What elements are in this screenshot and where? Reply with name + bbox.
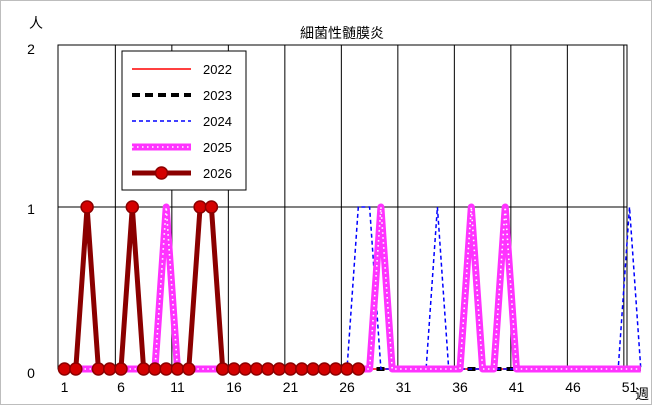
data-point-2026 [148, 362, 162, 376]
data-point-2026 [102, 362, 117, 376]
y-axis-unit-label: 人 [29, 16, 43, 32]
x-tick-label: 11 [170, 379, 185, 395]
data-point-2026 [136, 362, 151, 376]
x-tick-label: 16 [226, 379, 242, 395]
data-point-2026 [69, 362, 83, 376]
data-point-2026 [204, 200, 219, 214]
x-tick-label: 21 [283, 379, 299, 395]
series-2026 [57, 200, 366, 376]
data-point-2026 [261, 362, 275, 376]
data-point-2026 [80, 200, 94, 214]
data-point-2026 [340, 362, 354, 376]
data-point-2026 [159, 362, 173, 376]
x-tick-label: 1 [61, 379, 69, 395]
data-point-2026 [238, 362, 253, 376]
x-tick-label: 6 [117, 379, 125, 395]
legend-label: 2023 [203, 88, 232, 103]
series-lines [57, 200, 642, 376]
legend-marker-2026 [154, 166, 169, 180]
legend-label: 2026 [203, 166, 232, 181]
data-point-2026 [193, 200, 207, 214]
legend-label: 2022 [203, 62, 232, 77]
data-point-2026 [125, 200, 140, 214]
chart-title: 細菌性髄膜炎 [300, 26, 384, 42]
data-point-2026 [215, 362, 230, 376]
legend-label: 2025 [203, 140, 232, 155]
x-tick-label: 41 [509, 379, 525, 395]
x-tick-label: 26 [339, 379, 355, 395]
data-point-2026 [57, 362, 72, 376]
x-tick-label: 31 [396, 379, 412, 395]
data-point-2026 [328, 362, 343, 376]
data-point-2026 [317, 362, 332, 376]
x-tick-label: 36 [452, 379, 468, 395]
data-point-2026 [114, 362, 128, 376]
data-point-2026 [306, 362, 320, 376]
legend-label: 2024 [203, 114, 232, 129]
data-point-2026 [283, 362, 298, 376]
data-point-2026 [272, 362, 286, 376]
x-axis-ticks: 1 6 11 16 21 26 31 36 41 46 51 [61, 379, 638, 395]
data-point-2026 [351, 362, 366, 376]
y-axis-ticks: 0 1 2 [27, 41, 35, 381]
data-point-2026 [182, 362, 196, 376]
data-point-2026 [227, 362, 241, 376]
x-axis-unit-label: 週 [635, 387, 649, 403]
data-point-2026 [249, 362, 264, 376]
y-tick-label: 2 [27, 41, 35, 57]
legend-entry-2026 [132, 166, 191, 180]
y-tick-label: 1 [27, 201, 35, 217]
x-tick-label: 46 [565, 379, 581, 395]
y-tick-label: 0 [27, 365, 35, 381]
x-tick-label: 51 [622, 379, 638, 395]
data-point-2026 [91, 362, 106, 376]
data-point-2026 [295, 362, 309, 376]
legend: 2022 2023 2024 2025 2026 [121, 50, 247, 191]
data-point-2026 [170, 362, 185, 376]
